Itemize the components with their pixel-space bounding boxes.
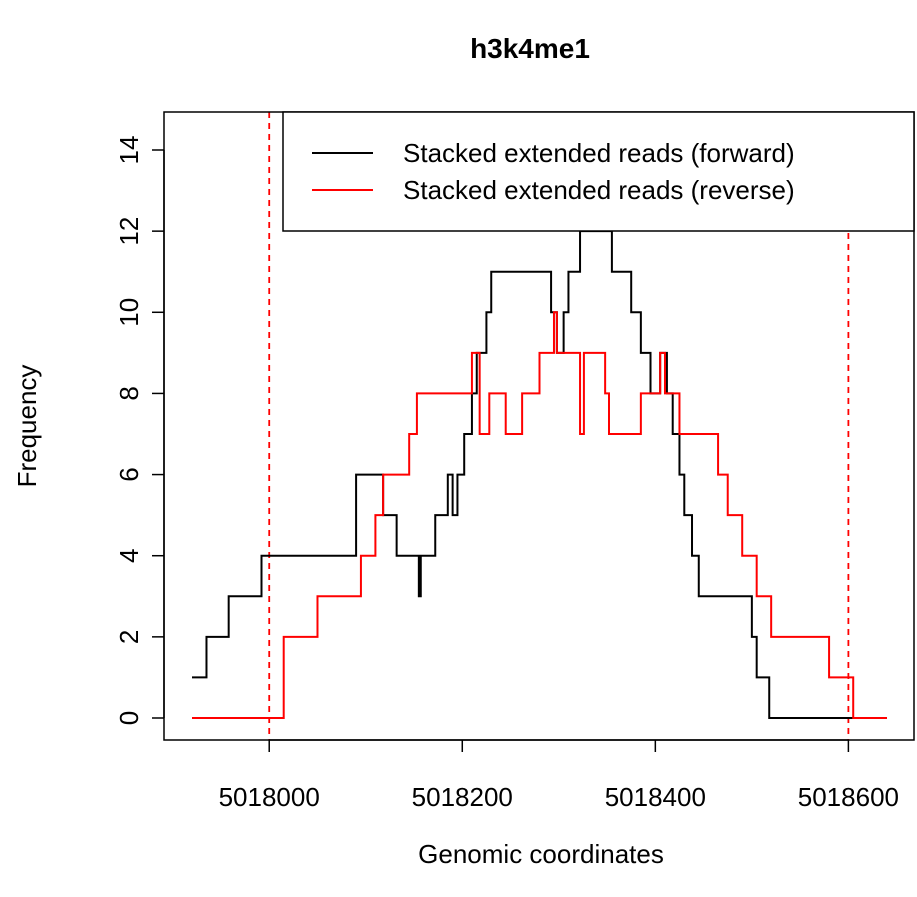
x-tick-label: 5018200 xyxy=(412,782,513,812)
x-tick-label: 5018400 xyxy=(605,782,706,812)
x-axis: 5018000 5018200 5018400 5018600 xyxy=(219,739,899,812)
y-axis-label: Frequency xyxy=(12,365,42,488)
y-tick-label: 2 xyxy=(114,630,144,644)
x-tick-label: 5018000 xyxy=(219,782,320,812)
y-tick-label: 10 xyxy=(114,298,144,327)
legend-label-2: Stacked extended reads (reverse) xyxy=(403,175,795,205)
series-line-2 xyxy=(192,311,887,719)
x-axis-label: Genomic coordinates xyxy=(418,839,664,869)
legend: Stacked extended reads (forward) Stacked … xyxy=(282,111,915,232)
x-tick-label: 5018600 xyxy=(798,782,899,812)
y-tick-label: 6 xyxy=(114,467,144,481)
y-tick-label: 8 xyxy=(114,386,144,400)
chart-title: h3k4me1 xyxy=(470,33,590,64)
y-tick-label: 14 xyxy=(114,136,144,165)
y-axis: 0 2 4 6 8 10 12 14 xyxy=(114,136,165,725)
legend-label-1: Stacked extended reads (forward) xyxy=(403,138,795,168)
y-tick-label: 4 xyxy=(114,548,144,562)
y-tick-label: 12 xyxy=(114,217,144,246)
legend-box xyxy=(282,111,915,232)
y-tick-label: 0 xyxy=(114,711,144,725)
series-line-1 xyxy=(192,230,887,719)
